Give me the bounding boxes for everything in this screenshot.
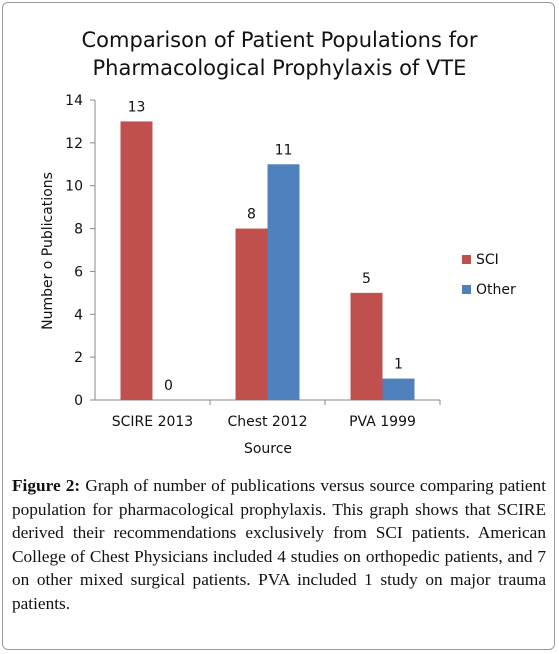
data-label: 1 [394,357,403,373]
bar-chart: 0 2 4 6 8 10 12 14 SCIRE 2013 13 0 Chest 2012 8 11 PVA… [40,93,516,457]
caption-label: Figure 2: [12,476,81,495]
legend-label-sci: SCI [476,252,499,268]
y-tick-label: 12 [65,136,83,152]
x-tick-label: Chest 2012 [227,414,307,430]
y-tick-label: 2 [74,350,83,366]
y-tick-label: 6 [74,264,83,280]
data-label: 0 [164,378,173,394]
chart-title: Comparison of Patient Populations for Ph… [0,26,559,82]
data-label: 11 [275,142,293,158]
chart-title-line-2: Pharmacological Prophylaxis of VTE [92,56,467,80]
legend-swatch-other [462,285,471,294]
bar-other [382,378,415,400]
data-label: 8 [247,207,256,223]
figure-caption: Figure 2: Graph of number of publication… [12,474,546,615]
x-axis-label: Source [244,441,292,457]
y-tick-label: 8 [74,222,83,238]
plot-area: 0 2 4 6 8 10 12 14 SCIRE 2013 13 0 Chest 2012 8 11 PVA… [65,93,441,430]
bar-sci [235,228,268,400]
y-axis-label: Number o Publications [40,172,56,330]
legend-label-other: Other [476,282,516,298]
data-label: 13 [128,99,146,115]
chart-title-line-1: Comparison of Patient Populations for [81,28,478,52]
y-tick-label: 14 [65,93,83,109]
x-tick-label: PVA 1999 [349,414,416,430]
legend-swatch-sci [462,255,471,264]
y-tick-label: 10 [65,179,83,195]
bar-sci [120,121,153,400]
data-label: 5 [362,271,371,287]
y-tick-label: 0 [74,393,83,409]
x-tick-label: SCIRE 2013 [112,414,193,430]
y-tick-label: 4 [74,307,83,323]
caption-text: Graph of number of publications versus s… [12,476,546,613]
bar-sci [350,292,383,400]
legend: SCI Other [462,252,516,298]
bar-other [267,164,300,400]
